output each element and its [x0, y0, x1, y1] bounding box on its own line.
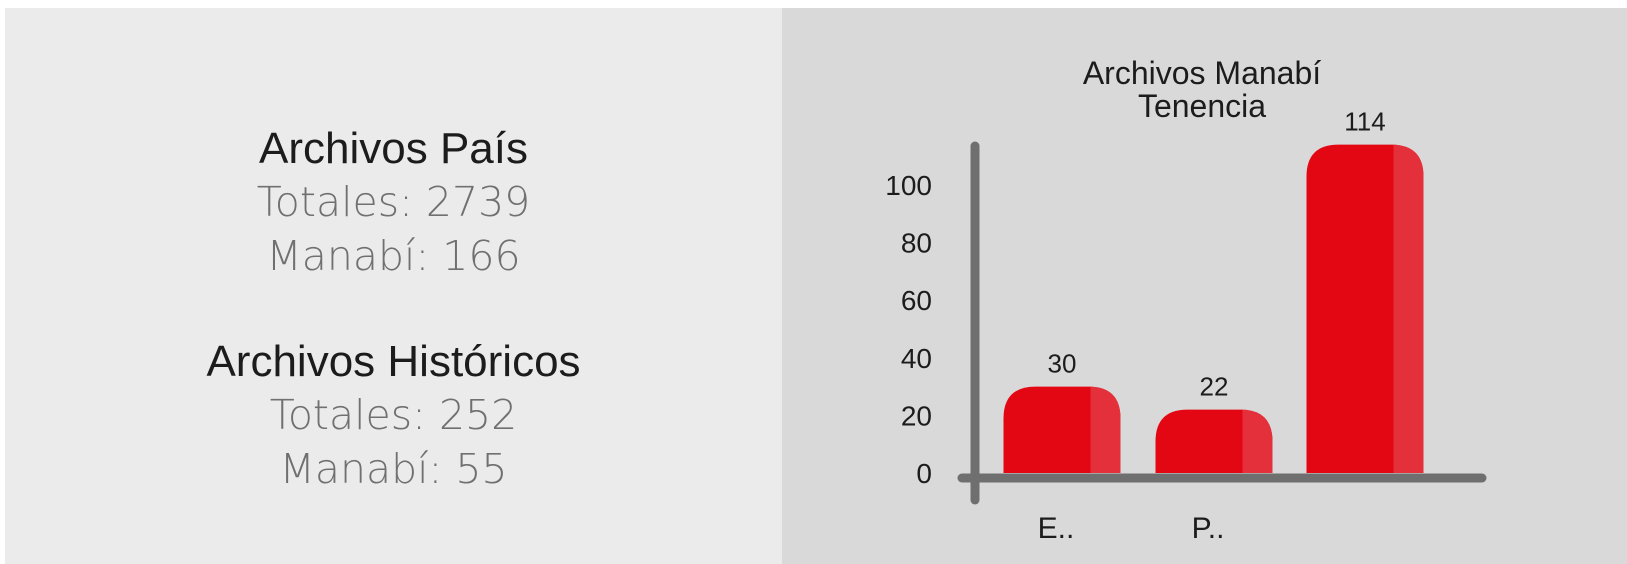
x-category-label: P..	[1192, 512, 1225, 545]
archivos-pais-title: Archivos País	[259, 124, 528, 173]
tenencia-bar-chart: Archivos Manabí Tenencia 0 20 40 60 80 100 30 E…	[885, 55, 1487, 545]
archivos-historicos-totales: Totales: 252	[269, 391, 518, 439]
y-tick-label: 40	[901, 343, 932, 374]
bar-value-label: 114	[1344, 107, 1385, 137]
y-tick-label: 80	[901, 228, 932, 259]
archivos-pais-manabi: Manabí: 166	[266, 232, 521, 280]
x-category-label: E..	[1038, 512, 1075, 545]
archivos-pais-totales: Totales: 2739	[256, 178, 531, 226]
bar-value-label: 30	[1048, 349, 1077, 379]
y-tick-label: 100	[885, 170, 932, 201]
archivos-historicos-manabi: Manabí: 55	[279, 445, 508, 493]
summary-panel: Archivos País Totales: 2739 Manabí: 166 …	[5, 8, 782, 564]
bar-highlight	[1391, 144, 1424, 473]
y-tick-label: 0	[916, 458, 932, 489]
archivos-historicos-block: Archivos Históricos Totales: 252 Manabí:…	[5, 336, 782, 496]
chart-panel: Archivos Manabí Tenencia 0 20 40 60 80 100 30 E…	[782, 8, 1627, 564]
chart-title-line-2: Tenencia	[1138, 88, 1266, 124]
bar-value-label: 22	[1200, 372, 1229, 402]
y-tick-label: 20	[901, 400, 932, 431]
archivos-historicos-title: Archivos Históricos	[206, 337, 581, 386]
bar-highlight	[1088, 386, 1121, 473]
y-tick-label: 60	[901, 285, 932, 316]
bar-highlight	[1240, 409, 1273, 473]
chart-title-line-1: Archivos Manabí	[1083, 55, 1321, 91]
archivos-pais-block: Archivos País Totales: 2739 Manabí: 166	[5, 123, 782, 283]
